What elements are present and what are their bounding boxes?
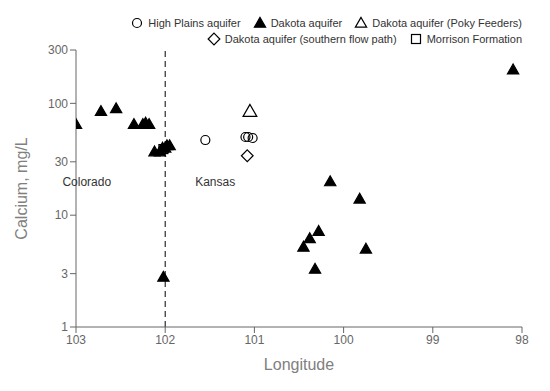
html-text:Morrison Formation: Morrison Formation — [426, 33, 522, 45]
svg-text:99: 99 — [426, 333, 440, 347]
svg-text:1: 1 — [61, 320, 68, 334]
html-text:Dakota aquifer (Poky Feeders): Dakota aquifer (Poky Feeders) — [372, 17, 522, 29]
html-text:Dakota aquifer (southern flow: Dakota aquifer (southern flow path) — [224, 33, 397, 45]
svg-text:98: 98 — [515, 333, 529, 347]
svg-text:103: 103 — [66, 333, 86, 347]
svg-text:3: 3 — [61, 267, 68, 281]
svg-text:300: 300 — [48, 43, 68, 57]
svg-text:30: 30 — [55, 155, 69, 169]
svg-text:100: 100 — [48, 97, 68, 111]
svg-text:Calcium, mg/L: Calcium, mg/L — [13, 137, 30, 239]
svg-text:100: 100 — [334, 333, 354, 347]
svg-text:Colorado: Colorado — [62, 175, 111, 189]
html-text:High Plains aquifer: High Plains aquifer — [148, 17, 241, 29]
svg-text:101: 101 — [244, 333, 264, 347]
svg-text:Longitude: Longitude — [264, 356, 334, 373]
svg-text:Kansas: Kansas — [195, 175, 235, 189]
html-text:Dakota aquifer: Dakota aquifer — [270, 17, 343, 29]
svg-text:10: 10 — [55, 208, 69, 222]
svg-text:102: 102 — [155, 333, 175, 347]
